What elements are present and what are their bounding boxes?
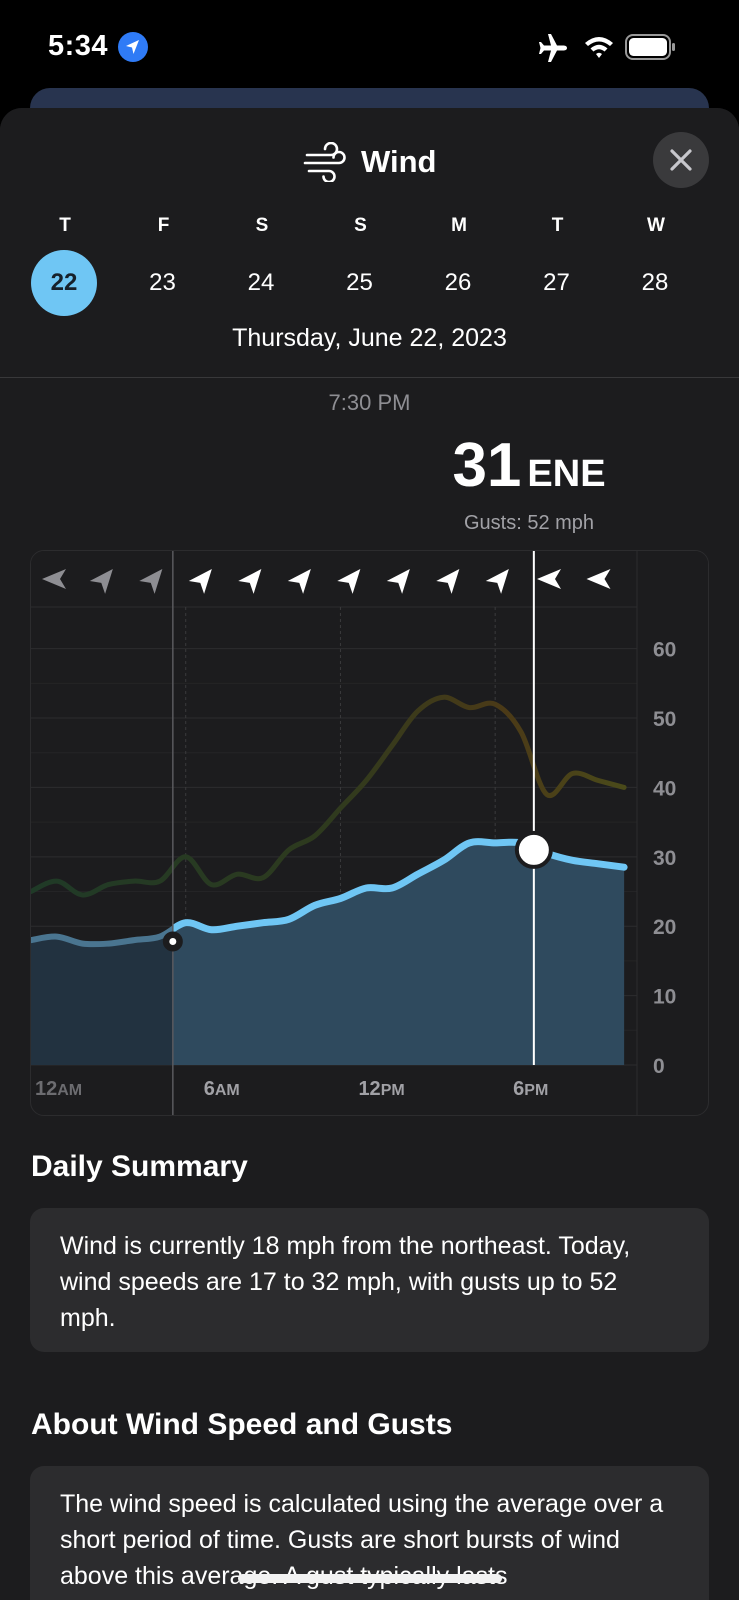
day-1[interactable]: F 23 [129, 214, 199, 324]
day-picker: T 22 F 23 S 24 S 25 M 26 T 27 W 28 [30, 214, 720, 324]
wind-arrow-northeast-icon [188, 569, 212, 594]
wind-arrow-shape [188, 569, 212, 594]
day-letter: M [451, 215, 467, 236]
wind-arrow-northeast-icon [337, 569, 361, 594]
day-number: 27 [543, 269, 570, 296]
selected-direction: ENE [527, 453, 606, 495]
about-title: About Wind Speed and Gusts [31, 1408, 453, 1441]
sheet-header: Wind T 22 F 23 S 24 S 25 M 26 T 27 W 28 Thursday, Jun… [0, 108, 739, 378]
sheet-title: Wind [360, 144, 437, 179]
wind-arrow-northeast-icon [89, 569, 113, 594]
wind-arrow-shape [537, 569, 561, 589]
y-tick-label: 20 [653, 916, 676, 939]
airplane-icon [539, 34, 567, 62]
wind-arrow-shape [89, 569, 113, 594]
status-indicators [539, 30, 709, 66]
status-bar: 5:34 [0, 0, 739, 96]
daily-summary-card: Wind is currently 18 mph from the northe… [30, 1208, 709, 1352]
x-tick-unit: AM [215, 1082, 240, 1099]
wind-arrow-northeast-icon [436, 569, 460, 594]
wind-arrow-shape [139, 569, 163, 594]
day-number: 23 [149, 269, 176, 296]
wind-chart[interactable]: 0 10 20 30 40 50 60 12AM 6AM 12PM 6PM [30, 550, 709, 1116]
wind-sheet: Wind T 22 F 23 S 24 S 25 M 26 T 27 W 28 Thursday, Jun… [0, 108, 739, 1600]
y-tick-label: 0 [653, 1055, 665, 1078]
day-letter: W [647, 215, 665, 236]
wind-arrow-shape [42, 569, 66, 589]
wifi-icon [585, 37, 613, 58]
day-letter: S [255, 215, 269, 236]
day-4[interactable]: M 26 [424, 214, 494, 324]
current-point [169, 937, 177, 945]
wind-arrow-northeast-icon [386, 569, 410, 594]
day-letter: F [157, 215, 170, 236]
x-tick-label: 12PM [358, 1078, 404, 1100]
close-button[interactable] [653, 132, 709, 188]
day-number: 22 [31, 250, 97, 316]
selected-date: Thursday, June 22, 2023 [232, 324, 507, 352]
day-2[interactable]: S 24 [227, 214, 297, 324]
day-3[interactable]: S 25 [326, 214, 396, 324]
wind-arrow-west-icon [42, 569, 66, 589]
y-tick-label: 30 [653, 847, 676, 870]
day-0[interactable]: T 22 [30, 214, 100, 324]
home-indicator[interactable] [238, 1574, 502, 1583]
day-6[interactable]: W 28 [621, 214, 691, 324]
daily-summary-title: Daily Summary [31, 1150, 248, 1183]
speed-area-future [172, 841, 625, 1065]
y-tick-label: 50 [653, 708, 676, 731]
wind-arrow-shape [238, 569, 262, 594]
close-icon [670, 149, 692, 171]
day-number: 26 [444, 269, 472, 296]
day-number: 24 [247, 269, 275, 296]
wind-arrow-west-icon [586, 569, 611, 589]
daily-summary-text: Wind is currently 18 mph from the northe… [60, 1232, 631, 1332]
x-tick-label: 6AM [204, 1078, 240, 1100]
wind-arrow-west-icon [537, 569, 561, 589]
wind-arrow-shape [287, 569, 311, 594]
day-letter: S [354, 215, 367, 236]
wind-arrow-northeast-icon [139, 569, 163, 594]
day-number: 28 [641, 269, 669, 296]
wind-arrow-shape [337, 569, 361, 594]
x-tick-unit: PM [524, 1082, 548, 1099]
wind-arrow-northeast-icon [287, 569, 311, 594]
speed-series-line-past [31, 925, 173, 948]
day-letter: T [551, 215, 564, 236]
wind-arrow-shape [386, 569, 410, 594]
wind-arrow-shape [586, 569, 611, 589]
y-tick-label: 60 [653, 639, 676, 662]
y-tick-label: 40 [653, 777, 676, 800]
status-time: 5:34 [48, 30, 109, 62]
x-tick-unit: AM [57, 1082, 82, 1099]
direction-band [31, 551, 708, 607]
day-letter: T [59, 215, 71, 236]
selected-point [514, 830, 553, 869]
selected-speed: 31 [452, 431, 522, 500]
y-tick-label: 10 [653, 986, 676, 1009]
title-row: Wind [0, 142, 739, 186]
wind-chart-svg[interactable]: 0 10 20 30 40 50 60 12AM 6AM 12PM 6PM [31, 551, 709, 1116]
wind-arrow-shape [436, 569, 460, 594]
location-arrow-icon [118, 32, 148, 62]
selected-gusts: Gusts: 52 mph [463, 512, 595, 534]
x-tick-label: 6PM [513, 1078, 548, 1100]
selected-time: 7:30 PM [328, 390, 411, 415]
wind-arrow-northeast-icon [238, 569, 262, 594]
battery-icon [625, 34, 675, 60]
gust-series-line [31, 694, 627, 898]
wind-arrow-shape [485, 569, 509, 594]
wind-arrow-northeast-icon [485, 569, 509, 594]
day-number: 25 [346, 269, 373, 296]
x-tick-unit: PM [381, 1082, 405, 1099]
selected-speed-row: 31 ENE [0, 430, 739, 500]
day-5[interactable]: T 27 [523, 214, 593, 324]
wind-icon [303, 142, 346, 182]
x-tick-label: 12AM [35, 1078, 82, 1100]
